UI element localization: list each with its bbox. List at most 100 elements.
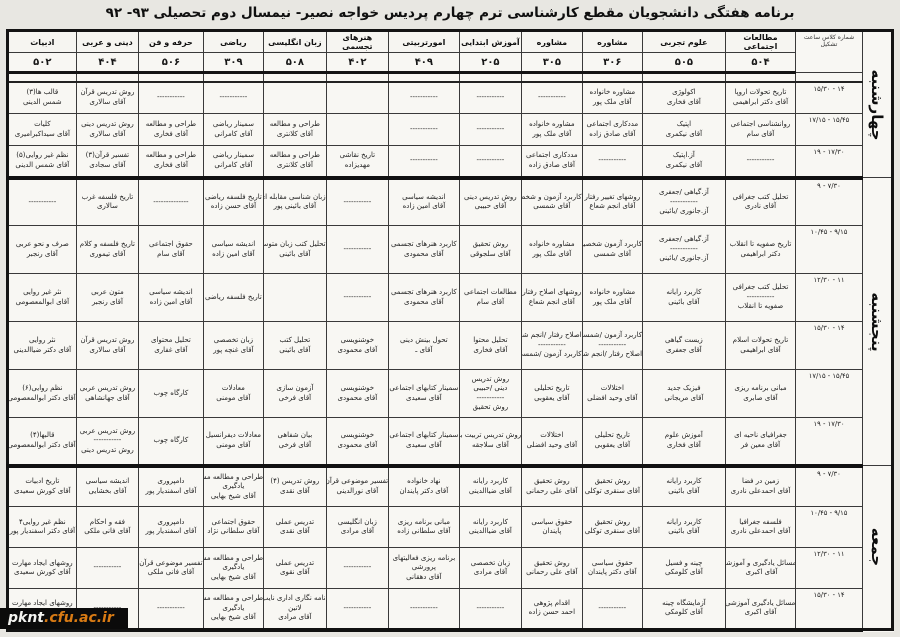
cell-line: آقای ابوالمعصومی [15, 297, 70, 306]
cell-line: کاربرد رایانه [666, 477, 702, 486]
cell-line: روش تدریس تربیت بدنی [460, 431, 522, 440]
schedule-cell: کلیات آقای سیداکبرامیری [7, 113, 77, 146]
schedule-cell: -------------- [138, 177, 204, 226]
column-header: مطالعات اجتماعی [724, 30, 797, 53]
cell-line: آقای وحید افضلی [587, 393, 638, 402]
cell-line: آقای شیخ بهایی [210, 491, 256, 500]
day-cell-1: پنجشنبه [861, 177, 894, 466]
time-slot-cell: ۷/۳۰ - ۹ [795, 177, 863, 226]
cell-line: نظم روایی(۶) [22, 384, 63, 392]
cell-line: نظم غیر روایی(۵) [16, 151, 69, 160]
cell-line: آقای فخاری [153, 160, 188, 169]
cell-line: مبانی برنامه ریزی [397, 517, 451, 526]
cell-line: آقای صابری [743, 393, 778, 402]
schedule-cell: زبان انگلیسی آقای مرادی [325, 506, 390, 548]
schedule-cell: کاربرد هنرهای تجسمی آقای محمودی [388, 273, 460, 322]
cell-line: آقای فرخی [278, 393, 312, 402]
schedule-cell: اقدام پژوهی احمد حسن زاده [521, 588, 583, 632]
cell-line: آقای بائینی [668, 486, 700, 495]
cell-line: روشهای ایجاد مهارت [12, 598, 73, 607]
cell-line: تفسیر قرآن(۳) [85, 151, 130, 160]
schedule-cell: جغرافیای ناحیه ای آقای معین فر [724, 417, 797, 468]
schedule-cell: آزمون سازی آقای فرخی [263, 369, 327, 418]
schedule-cell: تحلیل کتب جغرافی آقای نادری [724, 177, 797, 226]
cell-line: ----------- [343, 244, 372, 253]
schedule-cell: ----------- [325, 273, 390, 322]
schedule-cell: زبان تخصصی آقای غنچه پور [202, 321, 265, 370]
schedule-cell: ----------- [581, 588, 644, 632]
schedule-cell: تاریخ ادبیات آقای کورش سعیدی [7, 465, 77, 507]
cell-line: آقای محمودی [337, 345, 378, 354]
cell-line: روانشناسی اجتماعی [730, 120, 791, 128]
cell-line: آقای سام [476, 297, 505, 306]
cell-line: برنامه ریزی فعالیتهای [392, 553, 456, 562]
schedule-cell: حقوق اجتماعی آقای سلطانی نژاد [202, 506, 265, 548]
cell-line: اصلاح رفتار /انجم شعاع [522, 331, 582, 340]
schedule-cell: ----------- [458, 113, 523, 146]
cell-line: پرورشی [411, 563, 436, 572]
schedule-cell: تاریخ صفویه تا انقلاب دکتر ابراهیمی [724, 225, 797, 274]
column-header: مشاوره [581, 30, 644, 53]
schedule-cell: نظم غیر روایی۴ آقای دکتر اسفندیار پور [7, 506, 77, 548]
cell-line: آقای سیداکبرامیری [14, 129, 70, 138]
cell-line: تاریخ تحولات اروپا [734, 88, 787, 97]
schedule-cell: روانشناسی اجتماعی آقای سام [724, 113, 797, 146]
gap-time-cell [795, 72, 863, 83]
schedule-cell: طراحی و مطالعه مسائلیادگیریآقای شیخ بهای… [202, 588, 265, 632]
cell-line: مطالعات اجتماعی [464, 288, 517, 296]
schedule-cell: مشاوره خانواده آقای ملک پور [581, 273, 644, 322]
schedule-cell: روش تحقیق آقای سنقری توکلی [581, 506, 644, 548]
cell-line: آقای شمسی [533, 202, 571, 211]
schedule-cell: حقوق اجتماعی آقای سام [138, 225, 204, 274]
cell-line: آقای تیموری [89, 249, 126, 258]
cell-line: خوشنویسی [340, 384, 375, 392]
cell-line: روش تدریس (۴) [270, 477, 320, 486]
cell-line: تاریخ تحلیلی [534, 384, 570, 392]
schedule-cell: تاریخ تحلیلی آقای یعقوبی [581, 417, 644, 468]
schedule-cell: اندیشه سیاسی آقای امین زاده [138, 273, 204, 322]
gap-cell [202, 72, 265, 83]
room-number: ۳۰۵ [521, 52, 583, 74]
cell-line: کاربرد رایانه [666, 288, 702, 296]
time-slot: ۱۵/۴۵ - ۱۷/۱۵ [808, 372, 850, 380]
schedule-cell: فیزیک جدید آقای مریجانی [642, 369, 726, 418]
schedule-cell: تحلیل کتب زبان متوسطهآقای بائینی [263, 225, 327, 274]
watermark-suffix: .cfu.ac.ir [44, 610, 114, 626]
cell-line: آقای دکتر اسفندیار پور [9, 527, 76, 535]
cell-line: کاربرد هنرهای تجسمی [390, 240, 457, 248]
cell-line: آقای دکتر ابوالمعصومی [7, 440, 76, 449]
schedule-cell: مددکاری اجتماعی آقای صادق زاده [521, 145, 583, 180]
cell-line: آقای کورش سعیدی [13, 486, 71, 495]
cell-line: صفویه تا انقلاب [737, 302, 784, 311]
schedule-cell: نهاد خانواده آقای دکتر پایندان [388, 465, 460, 507]
schedule-cell: روش تحقیق آقای سلجوقی [458, 225, 523, 274]
cell-line: دامپروری [157, 477, 185, 486]
cell-line: روش تحقیق [594, 517, 631, 526]
cell-line: آز.جانوری /بائینی [659, 207, 709, 215]
cell-line: اندیشه سیاسی [149, 288, 193, 296]
gap-row [7, 72, 893, 83]
schedule-cell: معادلات دیفرانسیل آقای مومنی [202, 417, 265, 468]
cell-line: تاریخ صفویه تا انقلاب [729, 240, 792, 248]
cell-line: آقای جهانشاهی [85, 393, 130, 402]
cell-line: آقای فرخی [278, 440, 312, 449]
cell-line: آقای اکبری [744, 608, 777, 617]
schedule-row: ۱۴ - ۱۵/۳۰ تاریخ تحولات اروپا آقای دکتر اب… [7, 81, 893, 114]
cell-line: روش تدریس عربی [79, 426, 136, 435]
schedule-cell: کاربرد رایانه آقای بائینی [642, 506, 726, 548]
cell-line: آقای ملک پور [532, 129, 572, 138]
gap-cell [521, 72, 583, 83]
watermark-prefix: pknt [8, 610, 44, 626]
cell-line: دامپروری [157, 517, 185, 526]
cell-line: کاربرد آزمون و شخصیت [523, 192, 582, 201]
cell-line: آقای احمدعلی نادری [730, 486, 791, 495]
time-slot: ۱۴ - ۱۵/۳۰ [813, 84, 845, 93]
cell-line: ----------- [409, 156, 438, 164]
cell-line: روشهای ایجاد مهارت [12, 558, 73, 567]
cell-line: آقای بائینی [279, 249, 311, 258]
schedule-cell: ----------- [458, 145, 523, 180]
column-header: حرفه و فن [138, 30, 204, 53]
cell-line: تاریخ فلسفه غرب [81, 192, 134, 201]
schedule-cell: تاریخ فلسفه ریاضی آقای حسن زاده [202, 177, 265, 226]
